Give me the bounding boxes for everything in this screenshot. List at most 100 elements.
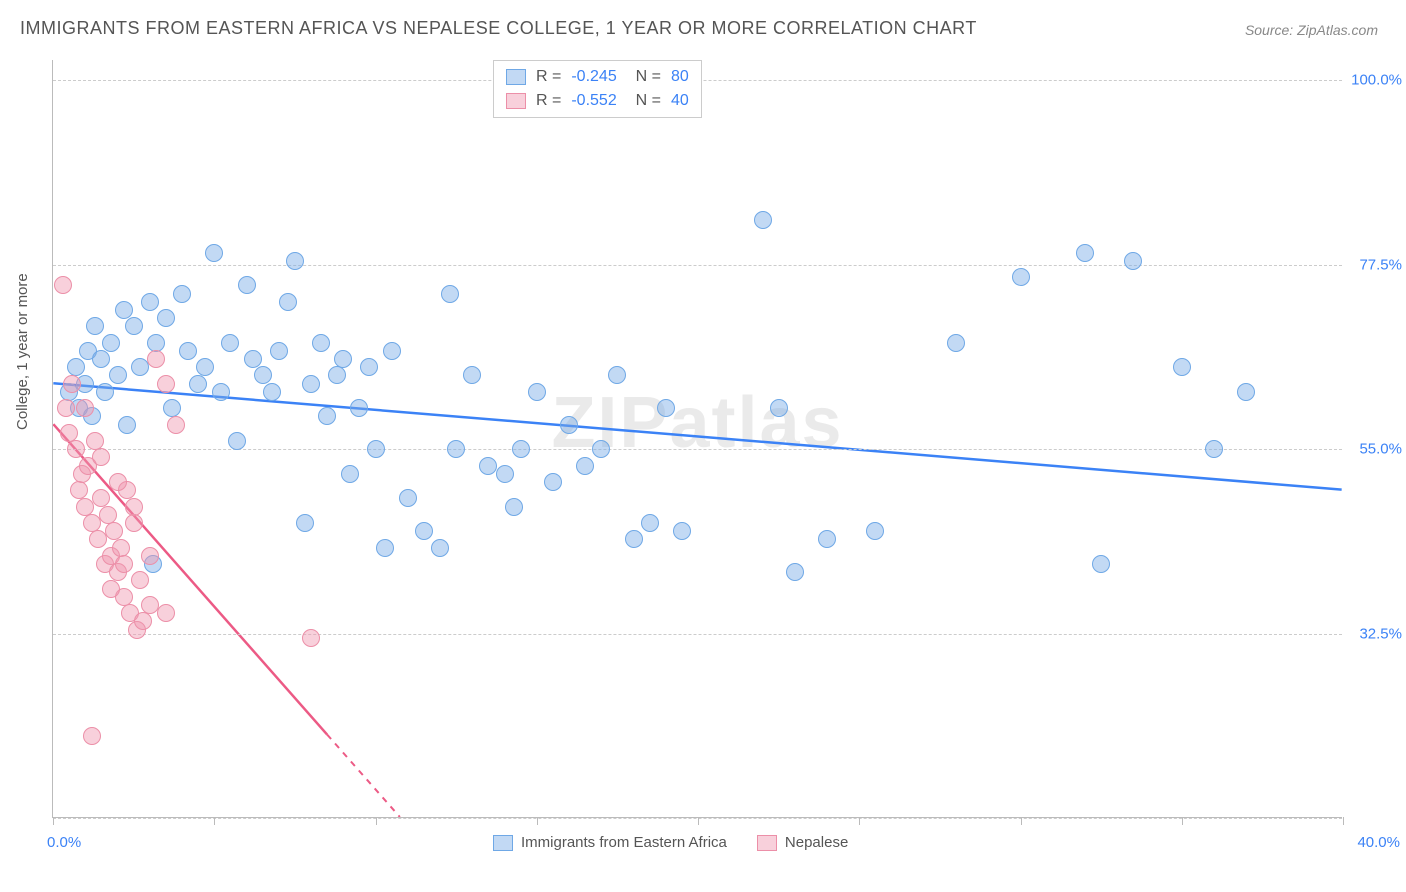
- point-nepalese: [157, 375, 175, 393]
- point-eastern-africa: [157, 309, 175, 327]
- point-eastern-africa: [657, 399, 675, 417]
- point-nepalese: [115, 555, 133, 573]
- point-eastern-africa: [205, 244, 223, 262]
- point-nepalese: [134, 612, 152, 630]
- point-eastern-africa: [196, 358, 214, 376]
- point-eastern-africa: [115, 301, 133, 319]
- legend-swatch: [757, 835, 777, 851]
- point-eastern-africa: [866, 522, 884, 540]
- correlation-legend: R = -0.245 N = 80R = -0.552 N = 40: [493, 60, 702, 118]
- legend-swatch: [493, 835, 513, 851]
- x-tick-label: 0.0%: [47, 834, 81, 851]
- point-eastern-africa: [786, 563, 804, 581]
- legend-stat-row: R = -0.245 N = 80: [506, 65, 689, 89]
- point-eastern-africa: [179, 342, 197, 360]
- point-eastern-africa: [67, 358, 85, 376]
- point-eastern-africa: [102, 334, 120, 352]
- legend-r-value: -0.552: [571, 89, 616, 113]
- point-nepalese: [60, 424, 78, 442]
- legend-r-label: R =: [536, 89, 561, 113]
- trend-line: [53, 383, 1341, 489]
- point-eastern-africa: [131, 358, 149, 376]
- point-eastern-africa: [279, 293, 297, 311]
- point-eastern-africa: [415, 522, 433, 540]
- legend-series-label: Immigrants from Eastern Africa: [521, 834, 727, 851]
- source-attribution: Source: ZipAtlas.com: [1245, 22, 1378, 38]
- legend-swatch: [506, 93, 526, 109]
- point-nepalese: [99, 506, 117, 524]
- legend-stat-row: R = -0.552 N = 40: [506, 89, 689, 113]
- legend-series-item: Nepalese: [757, 834, 848, 851]
- point-eastern-africa: [360, 358, 378, 376]
- point-eastern-africa: [286, 252, 304, 270]
- legend-r-value: -0.245: [571, 65, 616, 89]
- point-eastern-africa: [296, 514, 314, 532]
- point-eastern-africa: [376, 539, 394, 557]
- legend-n-label: N =: [627, 89, 661, 113]
- point-eastern-africa: [367, 440, 385, 458]
- point-nepalese: [125, 498, 143, 516]
- point-eastern-africa: [1173, 358, 1191, 376]
- x-tick: [53, 817, 54, 825]
- point-eastern-africa: [173, 285, 191, 303]
- point-eastern-africa: [228, 432, 246, 450]
- point-eastern-africa: [118, 416, 136, 434]
- point-eastern-africa: [770, 399, 788, 417]
- point-nepalese: [89, 530, 107, 548]
- point-eastern-africa: [92, 350, 110, 368]
- legend-series-label: Nepalese: [785, 834, 848, 851]
- point-nepalese: [302, 629, 320, 647]
- y-tick-label: 55.0%: [1347, 441, 1402, 458]
- point-nepalese: [109, 473, 127, 491]
- point-eastern-africa: [496, 465, 514, 483]
- x-tick-label: 40.0%: [1357, 834, 1400, 851]
- point-eastern-africa: [221, 334, 239, 352]
- point-eastern-africa: [528, 383, 546, 401]
- point-eastern-africa: [254, 366, 272, 384]
- point-eastern-africa: [334, 350, 352, 368]
- point-eastern-africa: [625, 530, 643, 548]
- point-nepalese: [102, 580, 120, 598]
- y-tick-label: 77.5%: [1347, 256, 1402, 273]
- x-tick: [376, 817, 377, 825]
- point-nepalese: [63, 375, 81, 393]
- gridline-h: [53, 634, 1342, 635]
- point-eastern-africa: [86, 317, 104, 335]
- legend-n-value: 40: [671, 89, 689, 113]
- point-eastern-africa: [608, 366, 626, 384]
- point-nepalese: [70, 481, 88, 499]
- point-nepalese: [112, 539, 130, 557]
- x-tick: [859, 817, 860, 825]
- point-eastern-africa: [244, 350, 262, 368]
- series-legend: Immigrants from Eastern Africa Nepalese: [493, 834, 848, 851]
- point-eastern-africa: [1092, 555, 1110, 573]
- point-nepalese: [76, 399, 94, 417]
- y-tick-label: 100.0%: [1347, 72, 1402, 89]
- point-eastern-africa: [341, 465, 359, 483]
- point-nepalese: [67, 440, 85, 458]
- point-eastern-africa: [447, 440, 465, 458]
- point-nepalese: [125, 514, 143, 532]
- point-nepalese: [131, 571, 149, 589]
- chart-title: IMMIGRANTS FROM EASTERN AFRICA VS NEPALE…: [20, 18, 977, 39]
- point-eastern-africa: [350, 399, 368, 417]
- point-eastern-africa: [505, 498, 523, 516]
- point-eastern-africa: [163, 399, 181, 417]
- y-tick-label: 32.5%: [1347, 625, 1402, 642]
- point-eastern-africa: [1076, 244, 1094, 262]
- x-tick: [537, 817, 538, 825]
- point-nepalese: [141, 547, 159, 565]
- trend-line-dashed: [327, 735, 400, 817]
- point-eastern-africa: [1205, 440, 1223, 458]
- x-tick: [698, 817, 699, 825]
- x-tick: [1182, 817, 1183, 825]
- legend-swatch: [506, 69, 526, 85]
- point-eastern-africa: [673, 522, 691, 540]
- point-nepalese: [83, 727, 101, 745]
- point-eastern-africa: [560, 416, 578, 434]
- point-eastern-africa: [576, 457, 594, 475]
- point-eastern-africa: [431, 539, 449, 557]
- x-tick: [214, 817, 215, 825]
- point-eastern-africa: [383, 342, 401, 360]
- scatter-plot: ZIPatlas R = -0.245 N = 80R = -0.552 N =…: [52, 60, 1342, 818]
